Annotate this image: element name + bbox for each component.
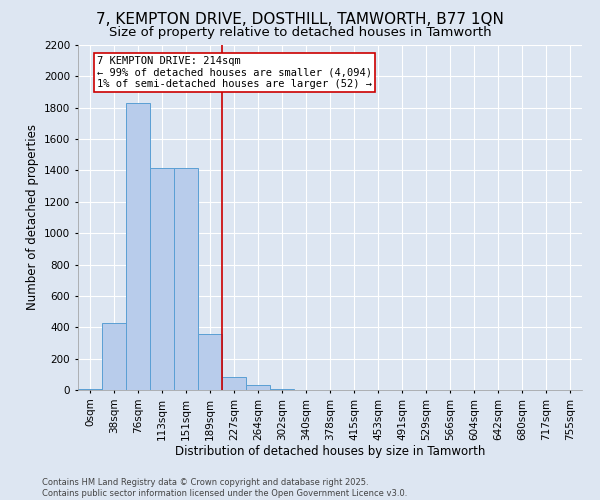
Bar	[78, 389, 102, 390]
Bar	[222, 378, 246, 390]
Bar	[150, 168, 174, 390]
Bar	[270, 389, 294, 390]
Text: 7, KEMPTON DRIVE, DOSTHILL, TAMWORTH, B77 1QN: 7, KEMPTON DRIVE, DOSTHILL, TAMWORTH, B7…	[96, 12, 504, 28]
Bar	[246, 386, 270, 390]
Text: Contains HM Land Registry data © Crown copyright and database right 2025.
Contai: Contains HM Land Registry data © Crown c…	[42, 478, 407, 498]
Text: Size of property relative to detached houses in Tamworth: Size of property relative to detached ho…	[109, 26, 491, 39]
Bar	[102, 324, 126, 390]
Y-axis label: Number of detached properties: Number of detached properties	[26, 124, 38, 310]
Bar	[126, 103, 150, 390]
X-axis label: Distribution of detached houses by size in Tamworth: Distribution of detached houses by size …	[175, 446, 485, 458]
Bar	[174, 168, 198, 390]
Bar	[198, 334, 222, 390]
Text: 7 KEMPTON DRIVE: 214sqm
← 99% of detached houses are smaller (4,094)
1% of semi-: 7 KEMPTON DRIVE: 214sqm ← 99% of detache…	[97, 56, 372, 89]
